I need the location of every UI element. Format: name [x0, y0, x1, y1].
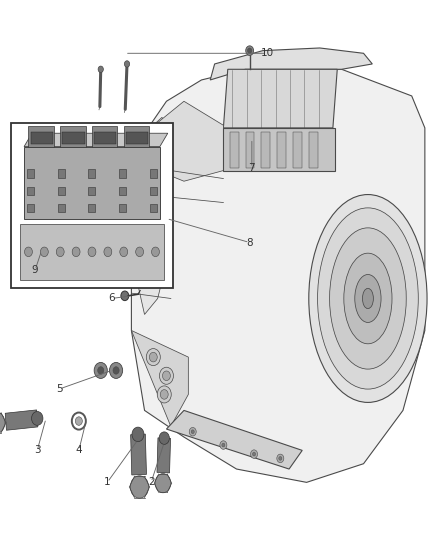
Bar — [88, 169, 95, 178]
Ellipse shape — [162, 371, 170, 381]
Text: 1: 1 — [104, 478, 111, 487]
Bar — [246, 132, 254, 168]
Ellipse shape — [152, 247, 159, 257]
Ellipse shape — [94, 362, 107, 378]
Bar — [58, 187, 65, 195]
Text: 5: 5 — [56, 384, 63, 394]
Ellipse shape — [88, 247, 96, 257]
Ellipse shape — [157, 386, 171, 403]
Ellipse shape — [344, 253, 392, 344]
Bar — [119, 169, 126, 178]
Polygon shape — [131, 434, 146, 475]
Polygon shape — [157, 438, 170, 473]
Ellipse shape — [252, 452, 255, 456]
Bar — [277, 132, 286, 168]
Bar — [24, 147, 160, 219]
Ellipse shape — [130, 476, 148, 498]
Text: 4: 4 — [75, 446, 82, 455]
Ellipse shape — [32, 411, 43, 425]
Polygon shape — [166, 410, 302, 469]
Ellipse shape — [362, 288, 373, 309]
Ellipse shape — [160, 390, 168, 399]
Bar — [230, 132, 239, 168]
Bar — [150, 187, 157, 195]
Ellipse shape — [104, 247, 112, 257]
Ellipse shape — [0, 412, 5, 433]
Bar — [58, 204, 65, 212]
Bar — [261, 132, 270, 168]
Bar — [28, 126, 54, 147]
Ellipse shape — [98, 367, 104, 374]
Ellipse shape — [75, 417, 82, 425]
Text: 7: 7 — [248, 163, 255, 173]
Text: 6: 6 — [108, 294, 115, 303]
Polygon shape — [210, 48, 372, 80]
Bar — [27, 187, 34, 195]
Ellipse shape — [222, 443, 225, 447]
Bar — [27, 204, 34, 212]
Bar — [88, 187, 95, 195]
Ellipse shape — [98, 66, 103, 72]
Text: 10: 10 — [261, 49, 274, 58]
Ellipse shape — [159, 367, 173, 384]
Bar — [27, 169, 34, 178]
Bar — [11, 123, 173, 288]
Bar — [119, 187, 126, 195]
Bar — [309, 132, 318, 168]
Ellipse shape — [251, 450, 258, 458]
Bar — [60, 126, 86, 147]
Ellipse shape — [113, 367, 119, 374]
Ellipse shape — [191, 430, 194, 434]
Bar — [119, 204, 126, 212]
Ellipse shape — [355, 274, 381, 322]
Ellipse shape — [318, 208, 418, 389]
Bar — [88, 204, 95, 212]
Ellipse shape — [25, 247, 32, 257]
Polygon shape — [131, 69, 425, 482]
Ellipse shape — [136, 247, 144, 257]
Bar — [58, 169, 65, 178]
Ellipse shape — [309, 195, 427, 402]
Ellipse shape — [110, 362, 123, 378]
Text: 8: 8 — [246, 238, 253, 247]
Text: 2: 2 — [148, 478, 155, 487]
Bar — [150, 169, 157, 178]
Polygon shape — [24, 133, 168, 147]
Bar — [150, 204, 157, 212]
Text: 9: 9 — [32, 265, 39, 275]
Bar — [124, 126, 149, 147]
Bar — [126, 132, 148, 144]
Bar — [31, 132, 53, 144]
Polygon shape — [131, 117, 171, 314]
Ellipse shape — [124, 61, 130, 67]
Ellipse shape — [120, 247, 127, 257]
Ellipse shape — [277, 454, 284, 463]
Ellipse shape — [279, 456, 282, 460]
Ellipse shape — [72, 247, 80, 257]
Text: 3: 3 — [34, 446, 41, 455]
Bar — [94, 132, 117, 144]
Ellipse shape — [329, 228, 406, 369]
Ellipse shape — [149, 352, 157, 362]
Bar — [293, 132, 302, 168]
Bar — [92, 126, 117, 147]
Bar — [20, 224, 164, 280]
Ellipse shape — [56, 247, 64, 257]
Ellipse shape — [121, 291, 129, 301]
Ellipse shape — [247, 48, 252, 53]
Ellipse shape — [40, 247, 48, 257]
Ellipse shape — [189, 427, 196, 436]
Bar — [63, 132, 85, 144]
Polygon shape — [145, 101, 223, 181]
Ellipse shape — [220, 441, 227, 449]
Ellipse shape — [246, 46, 254, 55]
Ellipse shape — [146, 349, 160, 366]
Bar — [223, 128, 335, 171]
Polygon shape — [131, 330, 188, 426]
Ellipse shape — [132, 427, 144, 442]
Polygon shape — [5, 410, 38, 430]
Polygon shape — [223, 69, 337, 128]
Ellipse shape — [159, 432, 170, 445]
Ellipse shape — [155, 474, 171, 493]
